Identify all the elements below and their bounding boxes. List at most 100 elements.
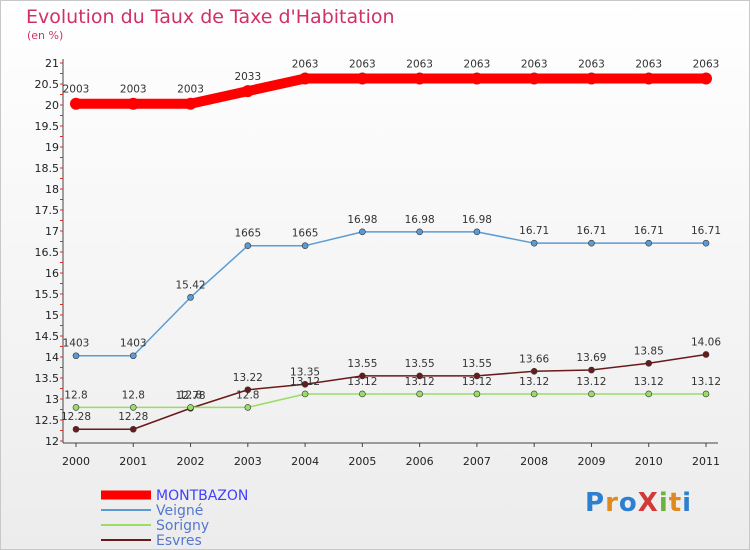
data-label: 2063 (521, 59, 548, 71)
data-label: 2063 (349, 59, 376, 71)
data-label: 1403 (63, 338, 90, 350)
data-label: 13.55 (347, 358, 377, 370)
data-point (645, 239, 653, 247)
y-tick-label: 17.5 (35, 204, 60, 217)
chart-title: Evolution du Taux de Taxe d'Habitation (26, 6, 395, 28)
logo-letter: P (585, 488, 606, 518)
data-label: 16.98 (347, 214, 377, 226)
series-line-veigné (76, 231, 706, 357)
data-label: 13.12 (576, 376, 606, 388)
logo-letter: i (682, 488, 693, 518)
data-point (129, 404, 137, 411)
data-label: 16.71 (634, 225, 664, 237)
data-label: 15.42 (176, 279, 206, 291)
data-point (530, 390, 538, 398)
data-point (413, 72, 426, 85)
x-tick-label: 2002 (177, 455, 205, 468)
y-tick-label: 18 (45, 183, 59, 196)
data-label: 12.28 (61, 411, 91, 423)
data-point (244, 242, 252, 249)
legend-label: MONTBAZON (156, 488, 248, 504)
logo-letter: i (658, 488, 669, 518)
data-point (473, 372, 481, 380)
data-point (530, 239, 538, 247)
chart-unit: (en %) (27, 29, 64, 42)
data-label: 2033 (234, 71, 261, 83)
series-line-sorigny (76, 393, 706, 409)
data-point (588, 366, 595, 374)
data-point (129, 425, 137, 433)
data-label: 2063 (635, 59, 662, 71)
data-point (473, 390, 481, 398)
logo-letter: o (618, 488, 638, 518)
x-tick-label: 2006 (406, 455, 434, 468)
x-tick-label: 2008 (520, 455, 548, 468)
series-line-esvres (76, 353, 707, 430)
y-tick-label: 12.5 (35, 414, 60, 427)
y-tick-label: 21 (45, 57, 59, 70)
data-label: 1403 (120, 338, 147, 350)
data-label: 12.8 (122, 389, 145, 401)
data-label: 13.69 (576, 352, 606, 364)
data-label: 13.55 (405, 358, 435, 370)
x-tick-label: 2009 (577, 455, 605, 468)
data-label: 16.71 (576, 225, 606, 237)
data-point (645, 390, 653, 398)
x-tick-label: 2001 (119, 455, 147, 468)
y-tick-label: 15.5 (35, 288, 60, 301)
data-label: 13.12 (462, 376, 492, 388)
x-tick-label: 2007 (463, 455, 491, 468)
data-label: 13.35 (290, 366, 320, 378)
data-point (72, 352, 80, 360)
series-line-montbazon (76, 73, 706, 109)
data-label: 2003 (63, 84, 90, 96)
proxiti-logo: ProXiti (585, 488, 692, 518)
y-tick-label: 20 (45, 99, 59, 112)
data-point (588, 390, 595, 398)
x-tick-label: 2000 (62, 455, 90, 468)
data-label: 13.66 (519, 353, 549, 365)
data-label: 16.98 (462, 214, 492, 226)
data-label: 2003 (177, 84, 204, 96)
data-point (530, 367, 538, 375)
data-point (359, 228, 366, 236)
x-tick-label: 2004 (291, 455, 319, 468)
data-point (127, 97, 140, 110)
data-label: 16.71 (519, 225, 549, 237)
data-point (416, 372, 423, 380)
data-label: 2063 (464, 59, 491, 71)
data-label: 2003 (120, 84, 147, 96)
data-label: 13.22 (233, 372, 263, 384)
data-label: 13.12 (290, 376, 320, 388)
data-point (301, 242, 309, 249)
x-tick-label: 2005 (348, 455, 376, 468)
data-point (702, 239, 710, 247)
data-label: 13.12 (347, 376, 377, 388)
x-tick-label: 2011 (692, 455, 720, 468)
y-tick-label: 16.5 (35, 246, 60, 259)
data-label: 2063 (406, 59, 433, 71)
y-tick-label: 16 (45, 267, 59, 280)
y-tick-label: 18.5 (35, 162, 60, 175)
data-point (301, 380, 309, 388)
data-label: 13.12 (691, 376, 721, 388)
data-point (184, 97, 197, 110)
y-tick-label: 15 (45, 309, 59, 322)
data-label: 1665 (234, 228, 261, 240)
data-point (359, 372, 366, 380)
data-point (642, 72, 655, 85)
data-point (585, 72, 598, 85)
data-point (70, 97, 82, 110)
data-label: 1665 (292, 228, 319, 240)
data-label: 14.06 (691, 336, 721, 348)
legend-label: Esvres (156, 533, 202, 549)
data-point (470, 72, 483, 85)
data-point (528, 72, 541, 85)
data-point (241, 85, 254, 98)
data-label: 13.12 (519, 376, 549, 388)
y-tick-label: 14 (45, 351, 59, 364)
data-point (473, 228, 481, 236)
data-point (416, 390, 423, 398)
data-label: 13.85 (634, 345, 664, 357)
